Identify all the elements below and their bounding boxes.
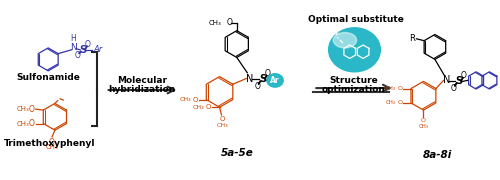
Text: O: O [220, 116, 225, 122]
Text: 5a-5e: 5a-5e [220, 148, 253, 158]
Text: Molecular: Molecular [117, 76, 167, 85]
Text: O: O [206, 104, 211, 110]
Text: O: O [226, 19, 232, 28]
Text: O: O [255, 82, 261, 91]
Text: S: S [259, 75, 266, 84]
Text: optimization: optimization [322, 85, 386, 94]
Text: O: O [398, 100, 402, 105]
Text: Optimal substitute: Optimal substitute [308, 15, 404, 24]
Text: O: O [29, 105, 34, 114]
Text: O: O [421, 118, 426, 123]
Text: O: O [85, 40, 91, 49]
Text: S: S [456, 76, 462, 86]
Text: CH₃: CH₃ [216, 123, 228, 128]
Text: O: O [451, 84, 457, 93]
Ellipse shape [334, 33, 356, 48]
Text: Structure: Structure [329, 76, 378, 85]
Text: Ar: Ar [94, 45, 103, 54]
Text: Trimethoxyphenyl: Trimethoxyphenyl [4, 139, 96, 148]
Text: CH₃: CH₃ [16, 120, 29, 127]
Text: O: O [460, 71, 466, 80]
Text: CH₃: CH₃ [418, 123, 428, 129]
Text: N: N [70, 43, 77, 52]
Text: O: O [398, 86, 402, 91]
Text: Sulfonamide: Sulfonamide [16, 73, 80, 82]
Text: CH₃: CH₃ [386, 100, 396, 105]
Text: CH₃: CH₃ [386, 86, 396, 91]
Text: O: O [49, 138, 55, 147]
Ellipse shape [267, 74, 283, 87]
Text: O: O [264, 69, 270, 78]
Text: CH₃: CH₃ [46, 144, 59, 150]
Ellipse shape [328, 28, 380, 72]
Text: 8a-8i: 8a-8i [423, 150, 452, 160]
Text: N: N [442, 75, 450, 86]
Text: H: H [70, 34, 76, 43]
Text: O: O [74, 51, 80, 60]
Text: O: O [192, 97, 198, 103]
Text: CH₃: CH₃ [192, 105, 204, 110]
Text: CH₃: CH₃ [16, 106, 29, 112]
Text: hybridization: hybridization [108, 85, 176, 94]
Text: Ar: Ar [270, 76, 280, 85]
Text: R: R [408, 34, 414, 43]
Text: N: N [246, 73, 253, 84]
Text: *: * [334, 31, 338, 41]
Text: O: O [29, 119, 34, 128]
Text: S: S [80, 45, 86, 55]
Text: CH₃: CH₃ [180, 97, 191, 102]
Text: CH₃: CH₃ [208, 20, 222, 26]
